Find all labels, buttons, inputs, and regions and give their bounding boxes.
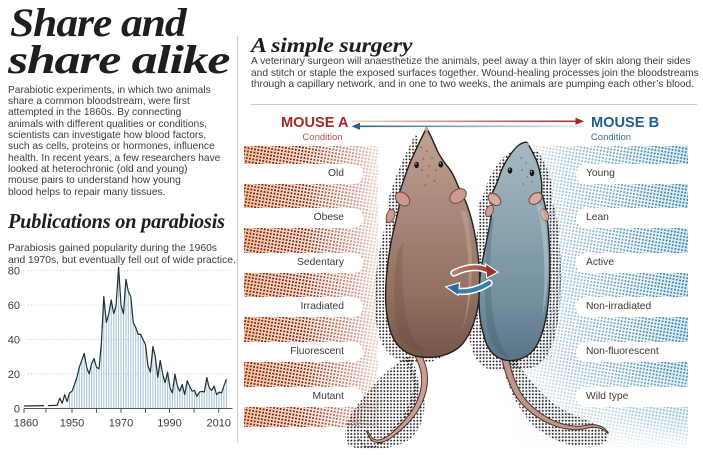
svg-text:20: 20 xyxy=(8,369,20,381)
svg-text:1970: 1970 xyxy=(109,418,133,430)
svg-text:1990: 1990 xyxy=(157,418,181,430)
svg-text:1950: 1950 xyxy=(60,418,84,430)
svg-text:2010: 2010 xyxy=(206,418,230,430)
svg-text:1860: 1860 xyxy=(14,418,38,430)
svg-text:40: 40 xyxy=(8,334,20,346)
svg-text:80: 80 xyxy=(8,266,20,278)
svg-text:60: 60 xyxy=(8,300,20,312)
svg-text:0: 0 xyxy=(14,403,20,415)
